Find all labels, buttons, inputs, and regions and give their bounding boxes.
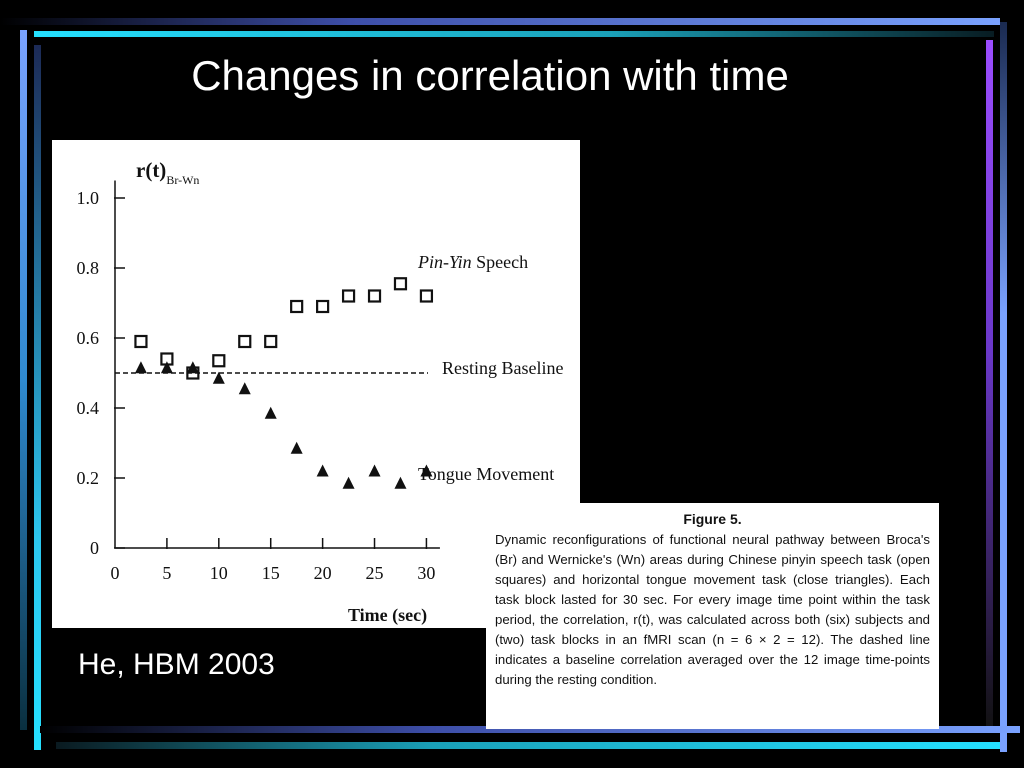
- pinyin-square-marker: [290, 299, 304, 314]
- x-axis-label: Time (sec): [348, 605, 427, 626]
- y-axis-label-main: r(t): [136, 158, 166, 182]
- tongue-triangle-marker: [368, 464, 381, 477]
- slide-title: Changes in correlation with time: [191, 52, 789, 99]
- baseline-label: Resting Baseline: [442, 358, 563, 378]
- pinyin-square-marker: [419, 289, 434, 303]
- top-accent-bar: [0, 18, 1000, 25]
- x-tick-label: 10: [210, 563, 228, 583]
- tongue-triangle-marker: [186, 361, 199, 374]
- left-accent-bar-inner: [34, 45, 41, 750]
- x-tick-label: 25: [366, 563, 384, 583]
- pinyin-square-marker: [316, 299, 330, 314]
- tongue-triangle-marker: [420, 464, 433, 477]
- y-tick-label: 0.6: [77, 328, 100, 348]
- x-tick-label: 30: [417, 563, 435, 583]
- citation-text: He, HBM 2003: [78, 648, 275, 681]
- pinyin-square-marker: [341, 289, 356, 303]
- left-accent-bar: [20, 30, 27, 730]
- pinyin-square-marker: [264, 334, 278, 349]
- top-accent-bar-inner: [34, 31, 994, 37]
- y-tick-label: 0.4: [77, 398, 100, 418]
- tongue-triangle-marker: [394, 476, 407, 489]
- caption-body: Dynamic reconfigurations of functional n…: [495, 532, 930, 687]
- x-tick-label: 20: [314, 563, 332, 583]
- tongue-triangle-marker: [238, 382, 251, 395]
- figure-caption-box: Figure 5. Dynamic reconfigurations of fu…: [486, 503, 939, 729]
- y-axis-label: r(t)Br-Wn: [136, 158, 199, 187]
- legend-pinyin-speech: Pin-Yin Speech: [417, 252, 528, 272]
- y-tick-label: 0.8: [77, 258, 100, 278]
- tongue-triangle-marker: [264, 406, 277, 419]
- legend-pinyin-italic: Pin-Yin: [417, 252, 472, 272]
- x-tick-label: 0: [111, 563, 120, 583]
- tongue-triangle-marker: [290, 441, 303, 454]
- caption-heading: Figure 5.: [683, 511, 742, 527]
- right-accent-bar-inner: [986, 40, 993, 730]
- y-axis-label-subscript: Br-Wn: [166, 173, 199, 187]
- x-tick-label: 15: [262, 563, 280, 583]
- pinyin-square-marker: [238, 334, 252, 349]
- pinyin-square-marker: [367, 289, 382, 303]
- y-tick-label: 0: [90, 538, 99, 558]
- legend-tongue-movement: Tongue Movement: [418, 464, 554, 484]
- tongue-triangle-marker: [134, 361, 147, 374]
- correlation-chart: 0 0.2 0.4 0.6 0.8 1.0 0 5 10 15 20 25 30 r(t)Br-Wn T…: [77, 158, 564, 626]
- pinyin-square-marker: [212, 354, 226, 368]
- right-accent-bar: [1000, 22, 1007, 752]
- tongue-triangle-marker: [212, 371, 225, 384]
- bottom-accent-bar-inner: [56, 742, 1000, 749]
- bottom-accent-bar: [40, 726, 1020, 733]
- y-tick-label: 1.0: [77, 188, 100, 208]
- y-tick-label: 0.2: [77, 468, 100, 488]
- legend-pinyin-rest: Speech: [472, 252, 528, 272]
- tongue-triangle-marker: [160, 361, 173, 374]
- x-tick-label: 5: [162, 563, 171, 583]
- pinyin-square-marker: [134, 334, 148, 349]
- tongue-triangle-marker: [342, 476, 355, 489]
- tongue-triangle-marker: [316, 464, 329, 477]
- pinyin-square-marker: [393, 277, 408, 291]
